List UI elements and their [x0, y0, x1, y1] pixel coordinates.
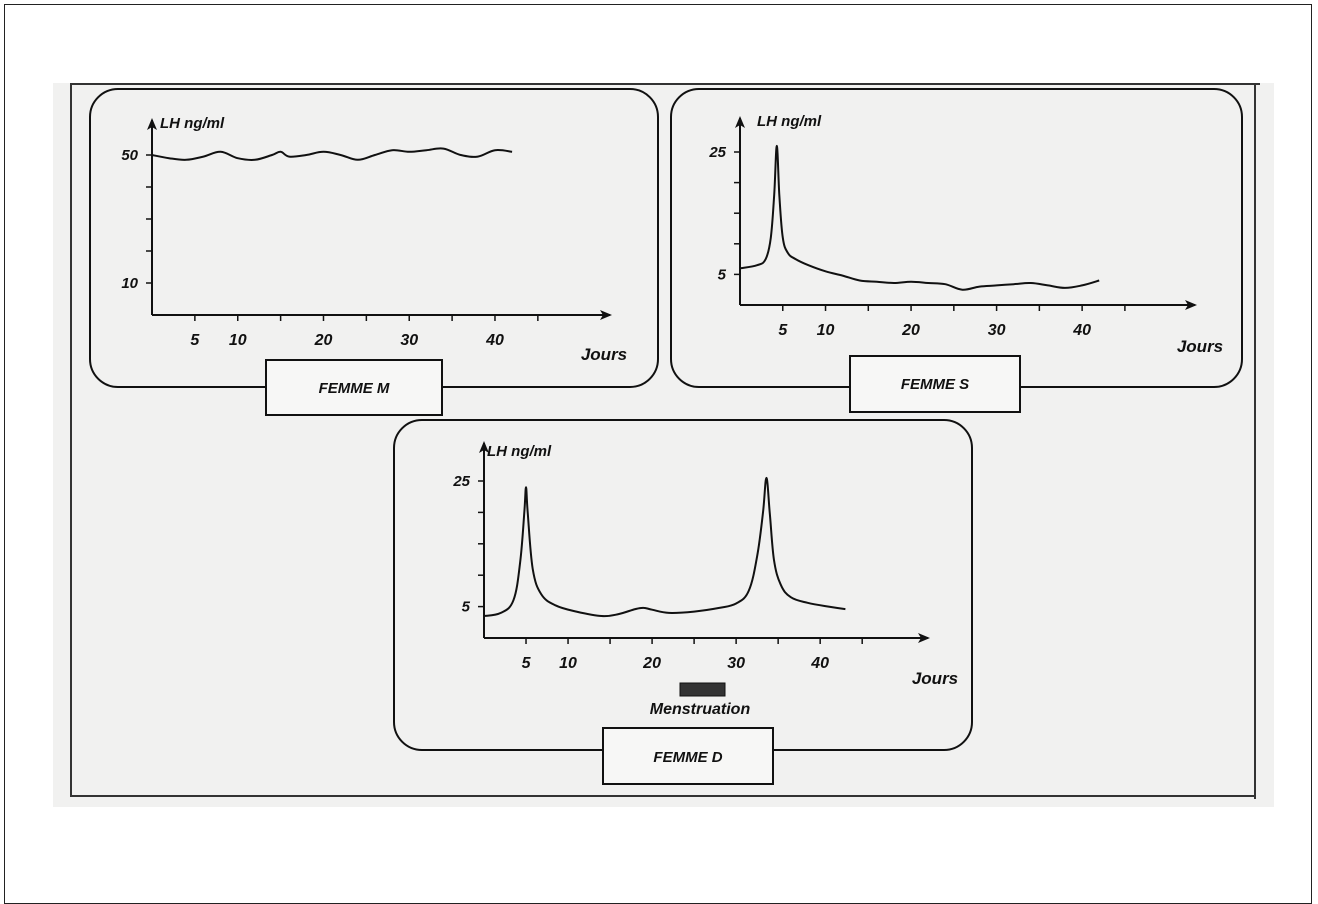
y-tick-label: 25	[452, 473, 470, 490]
x-tick-label: 20	[314, 332, 333, 349]
y-axis-label: LH ng/ml	[757, 113, 822, 130]
frame-rule-right	[1254, 83, 1256, 799]
x-axis-label: Jours	[1177, 337, 1223, 356]
x-tick-label: 30	[400, 332, 418, 349]
frame-rule-left	[70, 83, 72, 797]
panel-label-box	[265, 359, 443, 416]
series-line	[739, 144, 1100, 291]
chart-femme-s: 25 5 5 10 20 30 40 LH ng/ml Jours	[708, 113, 1223, 356]
x-axis-label: Jours	[912, 669, 958, 688]
menstruation-label: Menstruation	[650, 701, 751, 718]
panel-frame	[670, 88, 1243, 388]
chart-femme-m: 50 10 5 10 20 30 40 LH ng/ml Jours	[121, 115, 627, 364]
menstruation-bar	[679, 682, 726, 697]
x-axis-label: Jours	[581, 345, 627, 364]
panel-femme-s: 25 5 5 10 20 30 40 LH ng/ml Jours FEMME S	[670, 88, 1243, 413]
x-tick-label: 5	[522, 655, 532, 672]
x-tick-label: 10	[229, 332, 247, 349]
x-tick-label: 40	[810, 655, 829, 672]
x-tick-label: 20	[901, 322, 920, 339]
x-tick-label: 20	[642, 655, 661, 672]
x-tick-label: 5	[778, 322, 788, 339]
panel-femme-d: 25 5 5 10 20 30 40 LH ng/ml Jours Menstruation F…	[393, 419, 973, 785]
y-axis-label: LH ng/ml	[160, 115, 225, 132]
y-tick-label: 5	[462, 599, 471, 616]
panel-label: FEMME M	[319, 380, 390, 397]
y-tick-label: 25	[708, 144, 726, 161]
frame-rule-bottom	[70, 795, 1256, 797]
panel-femme-m: 50 10 5 10 20 30 40 LH ng/ml Jours FEMME M	[89, 88, 659, 416]
x-tick-label: 30	[727, 655, 745, 672]
y-axis-label: LH ng/ml	[487, 443, 552, 460]
y-tick-label: 50	[121, 147, 138, 164]
figure-svg: 50 10 5 10 20 30 40 LH ng/ml Jours FEMME M 25 5 5 1…	[89, 88, 1243, 785]
panel-frame	[89, 88, 659, 388]
y-tick-label: 5	[718, 266, 727, 283]
scanned-figure-background	[53, 83, 1274, 807]
panel-label: FEMME D	[653, 749, 722, 766]
panel-label-box	[602, 727, 774, 785]
series-line	[151, 147, 513, 161]
series-line	[483, 476, 846, 618]
chart-femme-d: 25 5 5 10 20 30 40 LH ng/ml Jours	[452, 441, 958, 688]
x-tick-label: 30	[988, 322, 1006, 339]
y-tick-label: 10	[121, 275, 138, 292]
x-tick-label: 10	[559, 655, 577, 672]
panel-label: FEMME S	[901, 376, 969, 393]
frame-rule-top	[70, 83, 1260, 85]
x-tick-label: 5	[190, 332, 200, 349]
x-tick-label: 40	[1072, 322, 1091, 339]
panel-label-box	[849, 355, 1021, 413]
x-tick-label: 40	[485, 332, 504, 349]
x-tick-label: 10	[817, 322, 835, 339]
